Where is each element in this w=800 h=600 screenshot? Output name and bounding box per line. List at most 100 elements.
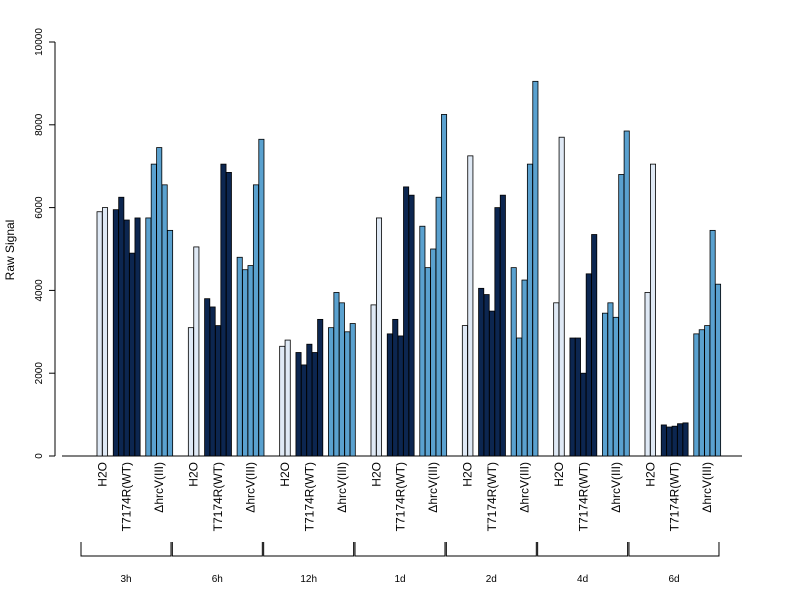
bar — [317, 318, 324, 457]
bar — [682, 422, 689, 457]
bar — [118, 196, 125, 457]
group-brackets: 3h 6h 12h 1d 2d 4d 6d — [80, 542, 720, 585]
category-label: H2O — [187, 462, 201, 487]
bar — [698, 329, 705, 457]
y-axis-title: Raw Signal — [3, 220, 17, 281]
bar — [467, 155, 474, 457]
y-tick-label: 4000 — [34, 279, 45, 302]
group-bracket — [628, 542, 720, 557]
bar — [607, 302, 614, 457]
category-label: T7174R(WT) — [668, 462, 682, 531]
y-tick-label: 10000 — [34, 28, 45, 56]
bar — [419, 225, 426, 457]
bar — [386, 333, 393, 457]
bar — [295, 352, 302, 457]
y-axis: 0 2000 4000 6000 8000 10000 — [34, 28, 56, 459]
bar — [558, 136, 565, 457]
bar — [204, 298, 211, 457]
bar — [569, 337, 576, 457]
category-label: H2O — [461, 462, 475, 487]
bar — [161, 184, 168, 457]
bar — [441, 114, 448, 457]
group-bracket — [80, 542, 172, 557]
bar-group-2d — [461, 80, 539, 457]
bar — [704, 325, 711, 457]
bar — [602, 312, 609, 457]
category-label: ΔhrcV(III) — [518, 462, 532, 513]
bar — [521, 279, 528, 457]
group-label: 6h — [212, 574, 223, 585]
bar — [580, 372, 587, 457]
bar — [112, 209, 119, 457]
bar — [532, 80, 539, 457]
bar — [709, 229, 716, 457]
category-label: H2O — [552, 462, 566, 487]
bar — [311, 352, 318, 457]
bar — [96, 211, 103, 457]
bar — [671, 425, 678, 457]
bar — [403, 186, 410, 457]
bar — [693, 333, 700, 457]
bar — [349, 323, 356, 457]
bar — [156, 147, 163, 457]
bar — [618, 174, 625, 457]
bars-layer — [96, 80, 722, 457]
bar — [510, 267, 517, 457]
bar-group-1d — [370, 114, 448, 457]
category-label: T7174R(WT) — [302, 462, 316, 531]
bar — [585, 273, 592, 457]
y-tick-label: 6000 — [34, 196, 45, 219]
bar-group-6h — [187, 138, 265, 457]
bar — [225, 172, 232, 457]
category-label: ΔhrcV(III) — [609, 462, 623, 513]
bar — [644, 292, 651, 457]
bar — [129, 252, 136, 457]
bar — [167, 229, 174, 457]
bar-group-3h — [96, 147, 174, 457]
category-label: T7174R(WT) — [120, 462, 134, 531]
category-label: H2O — [278, 462, 292, 487]
bar — [424, 267, 431, 457]
group-label: 2d — [486, 574, 497, 585]
group-bracket — [171, 542, 263, 557]
bar — [677, 423, 684, 457]
category-label: T7174R(WT) — [485, 462, 499, 531]
bar — [430, 248, 437, 457]
bar — [333, 292, 340, 457]
bar — [483, 294, 490, 457]
group-bracket — [445, 542, 537, 557]
category-label: ΔhrcV(III) — [700, 462, 714, 513]
bar-group-6d — [644, 163, 722, 457]
bar — [252, 184, 259, 457]
category-labels: H2O T7174R(WT) ΔhrcV(III) H2O T7174R(WT) Δhrc… — [95, 462, 714, 531]
category-label: ΔhrcV(III) — [152, 462, 166, 513]
bar — [574, 337, 581, 457]
bar — [660, 424, 667, 457]
bar — [338, 302, 345, 457]
bar-group-12h — [279, 292, 356, 457]
bar — [300, 364, 307, 457]
bar — [102, 207, 109, 457]
bar — [284, 339, 291, 457]
bar — [123, 219, 130, 457]
bar — [370, 304, 377, 457]
category-label: ΔhrcV(III) — [426, 462, 440, 513]
bar — [461, 325, 468, 457]
bar — [715, 283, 722, 457]
category-label: H2O — [369, 462, 383, 487]
bar — [489, 310, 496, 457]
category-label: T7174R(WT) — [576, 462, 590, 531]
bar — [392, 318, 399, 457]
group-label: 4d — [577, 574, 588, 585]
group-bracket — [354, 542, 446, 557]
bar — [344, 331, 351, 457]
category-label: T7174R(WT) — [211, 462, 225, 531]
bar — [591, 234, 598, 457]
bar — [478, 287, 485, 457]
group-bracket — [263, 542, 355, 557]
bar — [220, 163, 227, 457]
category-label: ΔhrcV(III) — [244, 462, 258, 513]
bar — [187, 327, 194, 457]
